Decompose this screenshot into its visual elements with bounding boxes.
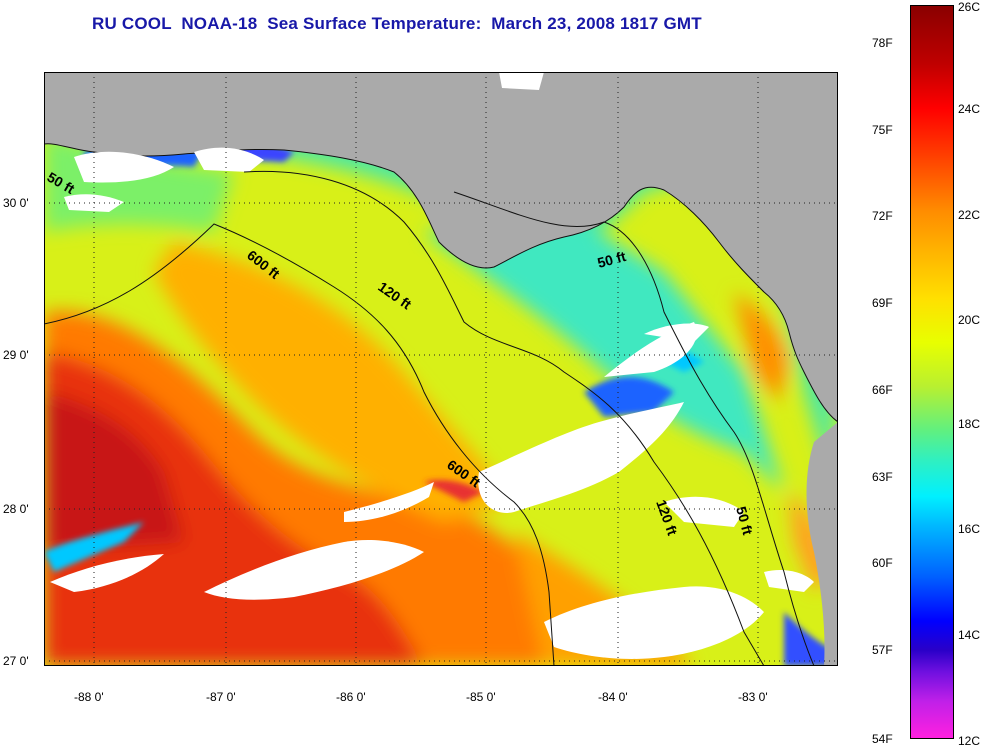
lat-label-27: 27 0' xyxy=(3,654,29,668)
contour-label-50-c: 50 ft xyxy=(733,505,756,537)
lat-label-29: 29 0' xyxy=(3,348,29,362)
contour-600ft xyxy=(44,223,555,666)
orange-mid xyxy=(154,242,514,522)
cbar-f-69: 69F xyxy=(872,296,893,310)
cbar-c-20: 20C xyxy=(958,313,981,327)
lon-label-86: -86 0' xyxy=(336,690,366,704)
hot-core-2 xyxy=(44,392,184,552)
cbar-c-26: 26C xyxy=(958,0,981,14)
cbar-c-18: 18C xyxy=(958,417,981,431)
lat-label-30: 30 0' xyxy=(3,196,29,210)
cbar-f-75: 75F xyxy=(872,123,893,137)
cbar-c-22: 22C xyxy=(958,208,981,222)
cloud-cover xyxy=(50,72,814,659)
contour-120ft xyxy=(243,170,765,666)
colorbar-gradient xyxy=(910,5,954,739)
lon-label-84: -84 0' xyxy=(598,690,628,704)
lon-label-83: -83 0' xyxy=(738,690,768,704)
cbar-c-14: 14C xyxy=(958,628,981,642)
cbar-f-63: 63F xyxy=(872,470,893,484)
cbar-f-66: 66F xyxy=(872,383,893,397)
cbar-c-24: 24C xyxy=(958,102,981,116)
land-mass xyxy=(44,72,838,422)
sst-map: 600 ft 600 ft 120 ft 120 ft 50 ft 50 ft … xyxy=(44,72,838,666)
lat-label-28: 28 0' xyxy=(3,502,29,516)
colorbar xyxy=(910,5,954,739)
cbar-c-16: 16C xyxy=(958,522,981,536)
land-se xyxy=(806,422,838,666)
lon-label-85: -85 0' xyxy=(466,690,496,704)
lon-label-88: -88 0' xyxy=(74,690,104,704)
lon-label-87: -87 0' xyxy=(206,690,236,704)
cbar-f-78: 78F xyxy=(872,36,893,50)
cbar-f-57: 57F xyxy=(872,643,893,657)
orange-coast-east xyxy=(734,292,789,402)
graticule xyxy=(44,72,838,666)
contour-label-50-b: 50 ft xyxy=(596,248,628,271)
cbar-c-12: 12C xyxy=(958,734,981,748)
contour-50ft xyxy=(453,191,815,666)
cool-bay xyxy=(424,212,784,492)
cbar-f-60: 60F xyxy=(872,556,893,570)
cbar-f-72: 72F xyxy=(872,209,893,223)
cbar-f-54: 54F xyxy=(872,732,893,746)
map-title: RU COOL NOAA-18 Sea Surface Temperature:… xyxy=(92,14,702,33)
bathymetry-contours xyxy=(44,170,815,666)
